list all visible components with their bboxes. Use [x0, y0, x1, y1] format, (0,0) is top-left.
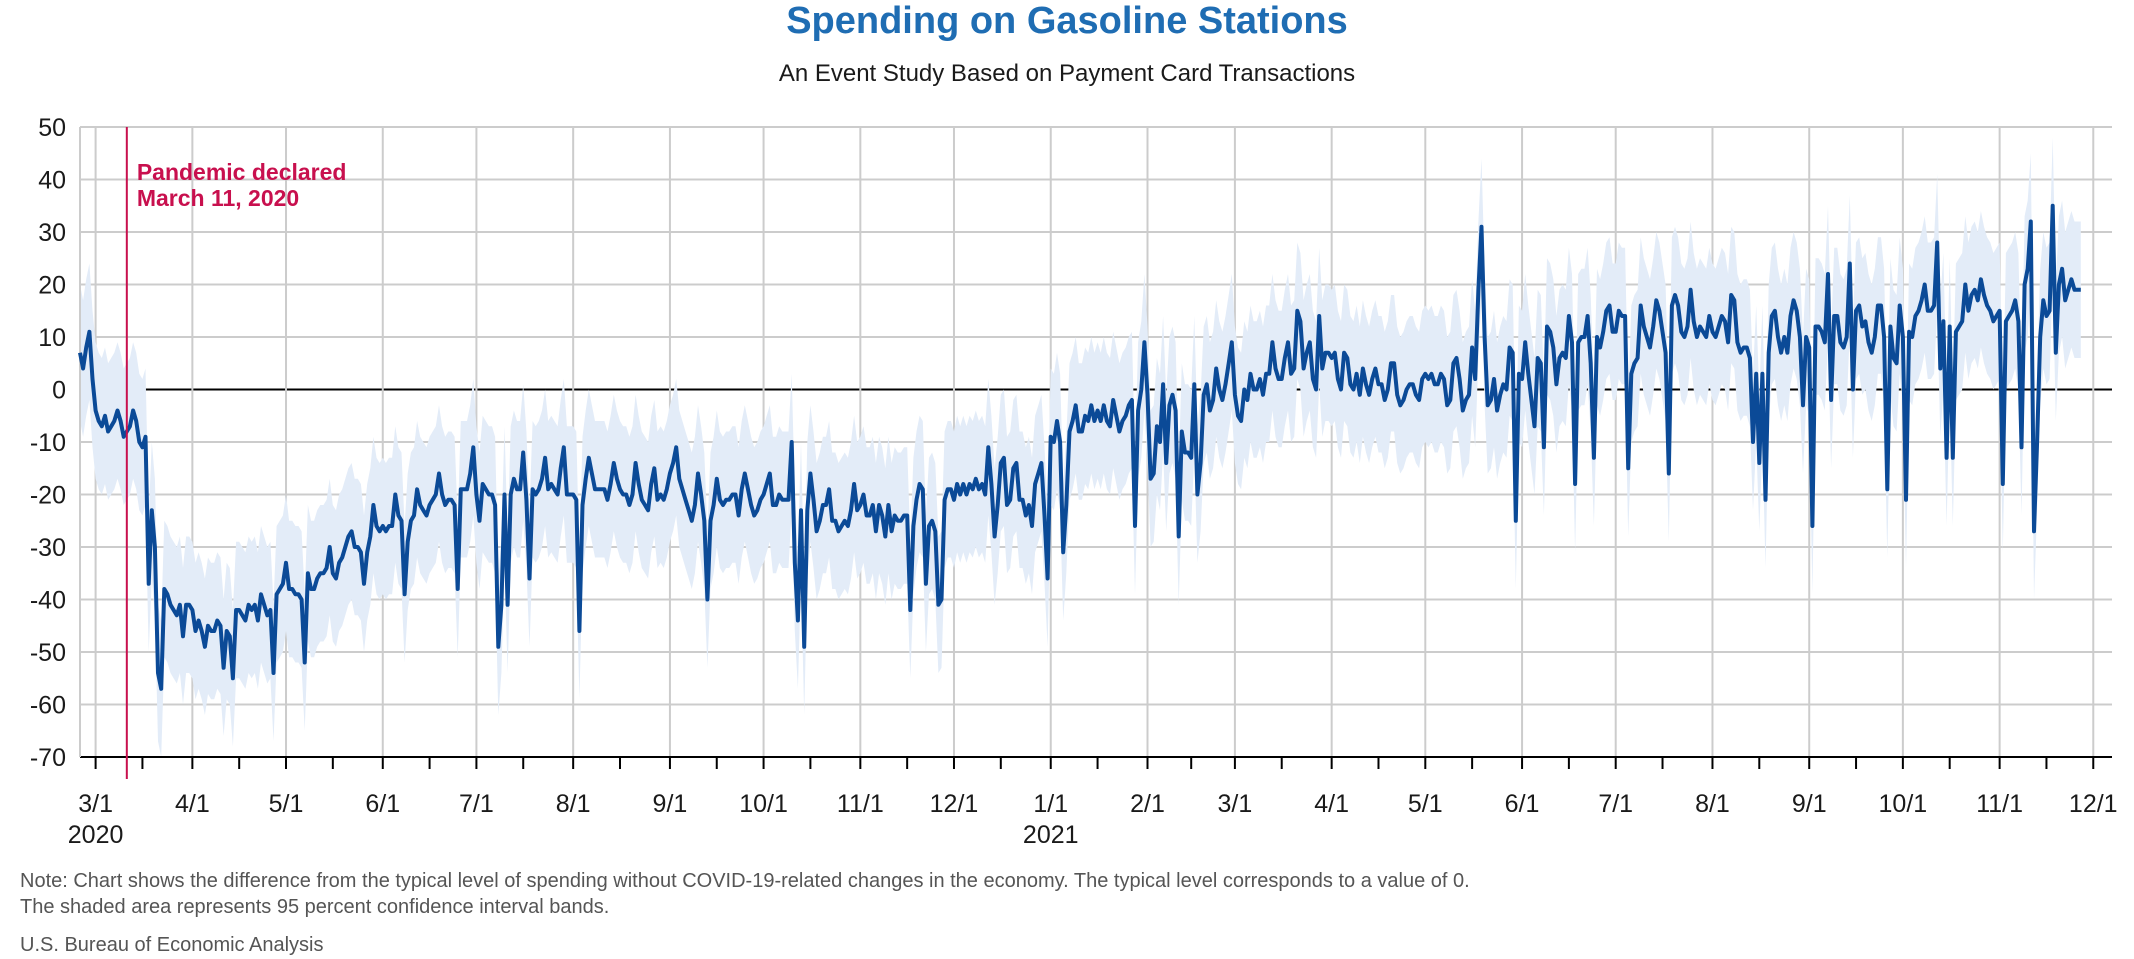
y-tick-label: 40 — [38, 167, 66, 195]
y-tick-label: -20 — [30, 482, 66, 510]
x-year-label: 2021 — [1023, 821, 1079, 849]
x-year-label: 2020 — [68, 821, 124, 849]
pandemic-annotation-line1: Pandemic declared — [137, 159, 347, 185]
chart-title: Spending on Gasoline Stations — [786, 0, 1348, 42]
chart-subtitle: An Event Study Based on Payment Card Tra… — [778, 60, 1356, 87]
y-tick-label: 50 — [38, 114, 66, 142]
x-tick-label: 4/1 — [175, 790, 210, 818]
x-tick-label: 7/1 — [1598, 790, 1633, 818]
footnote-line-2: The shaded area represents 95 percent co… — [20, 896, 610, 918]
footnote-line-1: Note: Chart shows the difference from th… — [20, 870, 1470, 892]
x-tick-label: 6/1 — [1505, 790, 1540, 818]
confidence-band-layer — [80, 137, 2081, 757]
x-tick-label: 2/1 — [1130, 790, 1165, 818]
y-tick-label: -70 — [30, 744, 66, 772]
y-tick-label: -60 — [30, 692, 66, 720]
series-line-layer — [78, 203, 2081, 691]
x-tick-label: 8/1 — [1695, 790, 1730, 818]
source-credit: U.S. Bureau of Economic Analysis — [20, 934, 324, 956]
y-tick-label: -10 — [30, 429, 66, 457]
y-tick-label: -30 — [30, 534, 66, 562]
confidence-band — [80, 137, 2081, 757]
x-tick-label: 9/1 — [653, 790, 688, 818]
x-tick-label: 9/1 — [1792, 790, 1827, 818]
x-tick-label: 8/1 — [556, 790, 591, 818]
series-line — [78, 203, 2081, 691]
pandemic-annotation-line2: March 11, 2020 — [137, 185, 299, 211]
x-tick-label: 7/1 — [459, 790, 494, 818]
y-tick-label: -40 — [30, 587, 66, 615]
x-tick-label: 10/1 — [1879, 790, 1928, 818]
x-tick-label: 11/1 — [1976, 790, 2023, 818]
y-tick-label: 30 — [38, 219, 66, 247]
x-tick-label: 6/1 — [365, 790, 400, 818]
y-tick-label: 20 — [38, 272, 66, 300]
axis-layer: 50 40 30 20 10 0 -10 -20 -30 -40 -50 -60 -70 3/1 4/1 5/… — [30, 114, 2118, 849]
x-tick-label: 1/1 — [1033, 790, 1068, 818]
x-tick-label: 5/1 — [269, 790, 304, 818]
y-tick-label: 10 — [38, 324, 66, 352]
x-tick-label: 12/1 — [930, 790, 979, 818]
x-tick-label: 3/1 — [1218, 790, 1253, 818]
x-tick-label: 5/1 — [1408, 790, 1443, 818]
x-tick-label: 10/1 — [739, 790, 788, 818]
y-tick-label: 0 — [52, 377, 66, 405]
x-tick-label: 3/1 — [78, 790, 113, 818]
x-tick-label: 12/1 — [2069, 790, 2118, 818]
x-tick-label: 11/1 — [837, 790, 884, 818]
y-tick-label: -50 — [30, 639, 66, 667]
x-tick-label: 4/1 — [1314, 790, 1349, 818]
